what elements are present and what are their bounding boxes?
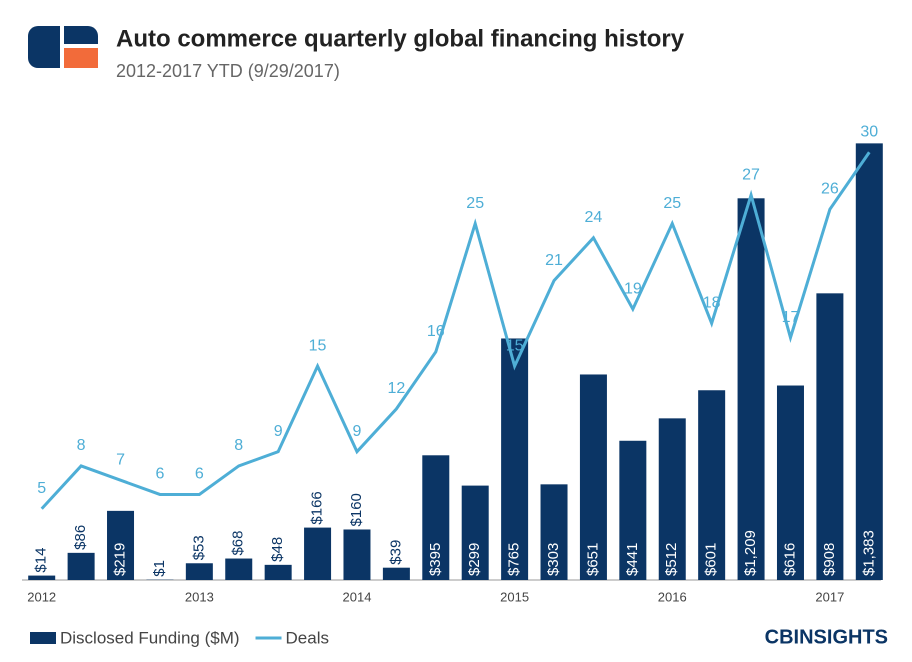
- bar-value-label: $441: [624, 543, 641, 576]
- line-value-label: 25: [663, 195, 681, 212]
- line-value-label: 24: [585, 209, 603, 226]
- x-tick-label: 2014: [343, 589, 372, 604]
- bar: [579, 374, 607, 580]
- line-value-label: 26: [821, 181, 839, 198]
- bar-value-label: $53: [190, 535, 207, 560]
- bar: [816, 293, 844, 580]
- x-tick-label: 2016: [658, 589, 687, 604]
- bar: [304, 527, 332, 580]
- bar: [658, 418, 686, 580]
- bar-value-label: $512: [663, 543, 680, 576]
- line-value-label: 18: [703, 295, 721, 312]
- brand: CBINSIGHTS: [765, 626, 888, 648]
- bar: [619, 440, 647, 580]
- line-value-label: 27: [742, 166, 760, 183]
- chart-subtitle: 2012-2017 YTD (9/29/2017): [116, 61, 340, 81]
- line-value-label: 5: [37, 480, 46, 497]
- logo: [28, 26, 98, 68]
- bar: [28, 575, 56, 580]
- line-value-label: 17: [782, 309, 800, 326]
- legend-label: Deals: [286, 628, 329, 647]
- bar: [382, 567, 410, 580]
- line-value-label: 21: [545, 252, 563, 269]
- bar: [855, 143, 883, 581]
- line-value-label: 8: [77, 437, 86, 454]
- bar: [422, 455, 450, 580]
- bar: [540, 484, 568, 580]
- line-value-label: 19: [624, 280, 642, 297]
- bar-value-label: $160: [348, 493, 365, 526]
- bar-value-label: $651: [584, 543, 601, 576]
- x-tick-label: 2017: [815, 589, 844, 604]
- line-value-label: 12: [387, 380, 405, 397]
- line-value-label: 9: [274, 423, 283, 440]
- bar: [776, 385, 804, 580]
- line-value-label: 15: [506, 337, 524, 354]
- legend-swatch: [30, 632, 56, 644]
- bar: [225, 558, 253, 580]
- bar: [67, 552, 95, 580]
- bar-value-label: $1,209: [742, 530, 759, 576]
- line-value-label: 16: [427, 323, 445, 340]
- line-value-label: 7: [116, 451, 125, 468]
- bar-value-label: $395: [427, 543, 444, 576]
- deals-line: [40, 151, 871, 510]
- legend-label: Disclosed Funding ($M): [60, 628, 240, 647]
- bar: [107, 510, 135, 580]
- bar-value-label: $39: [387, 540, 404, 565]
- bar: [264, 564, 292, 580]
- x-tick-label: 2013: [185, 589, 214, 604]
- bar-value-label: $908: [821, 543, 838, 576]
- bar-value-label: $1: [151, 560, 168, 577]
- line-value-label: 6: [155, 466, 164, 483]
- bar-value-label: $303: [545, 543, 562, 576]
- bar-value-label: $48: [269, 537, 286, 562]
- bar: [737, 198, 765, 580]
- x-tick-label: 2015: [500, 589, 529, 604]
- bar-value-label: $299: [466, 543, 483, 576]
- bar-value-label: $616: [781, 543, 798, 576]
- line-value-label: 6: [195, 466, 204, 483]
- bar: [343, 529, 371, 580]
- bar-value-label: $86: [72, 525, 89, 550]
- chart-title: Auto commerce quarterly global financing…: [116, 25, 685, 52]
- bar: [185, 563, 213, 580]
- bar-value-label: $601: [703, 543, 720, 576]
- bar: [698, 390, 726, 580]
- line-value-label: 8: [234, 437, 243, 454]
- bar-value-label: $1,383: [860, 530, 877, 576]
- bar-value-label: $765: [506, 543, 523, 576]
- bar-value-label: $219: [111, 543, 128, 576]
- bar: [461, 485, 489, 580]
- line-value-label: 15: [309, 337, 327, 354]
- bar: [501, 338, 529, 580]
- line-value-label: 25: [466, 195, 484, 212]
- bar-value-label: $166: [309, 491, 326, 524]
- line-value-label: 9: [353, 423, 362, 440]
- x-tick-label: 2012: [27, 589, 56, 604]
- bar-value-label: $14: [33, 548, 50, 573]
- line-value-label: 30: [860, 123, 878, 140]
- bar-value-label: $68: [230, 531, 247, 556]
